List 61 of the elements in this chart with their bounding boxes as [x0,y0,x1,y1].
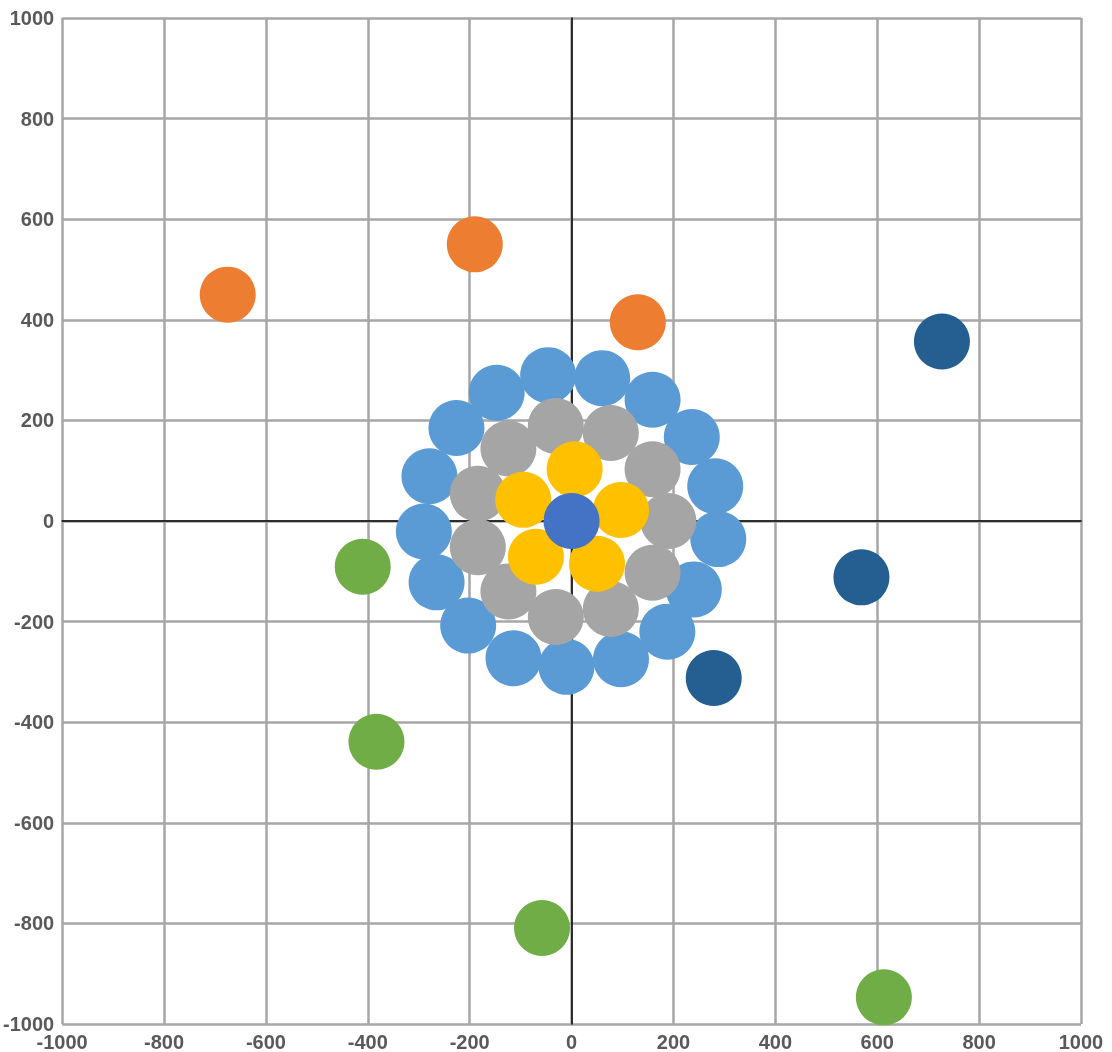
point [520,347,577,404]
point [514,899,571,956]
x-tick-label: 200 [656,1031,691,1052]
point [855,969,912,1026]
point [440,597,497,654]
point [401,448,458,505]
point [593,481,649,538]
point [408,554,465,611]
point [468,364,525,421]
point [624,371,681,428]
point [334,538,391,595]
point [395,503,452,560]
point [348,713,405,770]
y-tick-label: 800 [20,107,55,130]
point [833,549,890,606]
x-tick-label: 0 [566,1031,578,1052]
point [640,493,697,549]
point [593,631,649,688]
point [687,458,744,515]
point [543,493,600,549]
x-tick-label: -200 [449,1031,490,1052]
point [495,471,552,528]
point [574,350,631,407]
point [913,313,970,370]
y-tick-label: -600 [14,811,55,834]
point [507,528,564,585]
y-tick-label: 1000 [9,7,55,29]
point [624,441,681,498]
x-tick-label: -400 [347,1031,388,1052]
point [428,399,485,456]
point [480,420,537,477]
point [446,216,503,273]
point [485,630,542,687]
point [582,581,639,638]
point [569,535,626,592]
y-tick-label: -400 [14,711,55,734]
point [639,603,696,660]
x-tick-label: 400 [758,1031,793,1052]
x-tick-label: 1000 [1058,1031,1104,1052]
y-tick-label: 600 [20,208,55,231]
point [527,589,584,646]
point [609,294,666,351]
x-tick-label: 800 [962,1031,996,1052]
x-tick-label: -800 [144,1031,185,1052]
point [199,266,256,323]
point [527,397,584,454]
point [582,404,639,461]
y-tick-label: -800 [14,912,55,935]
y-tick-label: 200 [20,409,55,432]
point [663,409,720,465]
x-tick-label: -600 [245,1031,286,1052]
point [546,441,603,498]
point [624,544,681,601]
y-tick-label: 400 [20,308,55,331]
point [685,649,742,706]
point [538,638,595,695]
y-tick-label: -200 [14,610,55,633]
y-tick-label: 0 [43,510,55,532]
point [690,511,747,568]
point [449,519,506,576]
x-tick-label: 600 [860,1031,894,1052]
